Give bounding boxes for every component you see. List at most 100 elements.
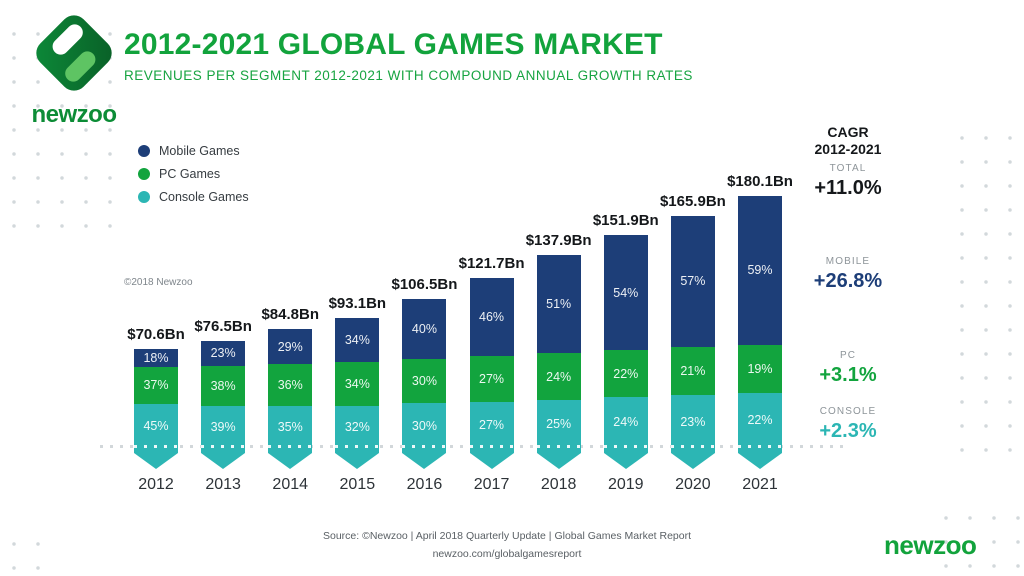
bar-arrow-stub [268,448,313,453]
segment-percent-label: 22% [613,366,639,381]
segment-percent-label: 45% [143,418,169,433]
segment-percent-label: 37% [143,378,169,393]
bar-total-label: $76.5Bn [194,317,252,335]
axis-label-year: 2015 [339,476,376,493]
segment-percent-label: 24% [613,415,639,430]
bar-baseline-dots [469,445,514,448]
bar-stack: 29% 36% 35% [268,329,313,448]
segment-percent-label: 24% [546,369,572,384]
segment-percent-label: 34% [344,332,370,347]
cagr-entry-console: CONSOLE +2.3% [796,406,900,443]
bar-baseline-dots [536,445,581,448]
segment-percent-label: 19% [747,361,773,376]
bar-stack: 34% 34% 32% [335,317,380,448]
legend-item-label: PC Games [159,166,221,181]
bar-segment-console-games: 23% [670,395,715,448]
bar-stack: 51% 24% 25% [536,254,581,448]
bar-column-2012: $70.6Bn 18% 37% 45% 2012 [127,170,185,493]
axis-label-year: 2014 [272,476,309,493]
legend-item-pc-games: PC Games [138,162,249,185]
legend-item-label: Mobile Games [159,143,240,158]
bar-total-label: $70.6Bn [127,326,185,344]
page-subtitle: REVENUES PER SEGMENT 2012-2021 WITH COMP… [124,68,693,83]
bar-baseline-dots [670,445,715,448]
segment-percent-label: 57% [680,274,706,289]
segment-percent-label: 23% [680,414,706,429]
newzoo-logo-icon [36,15,112,91]
footer-source-line: Source: ©Newzoo | April 2018 Quarterly U… [322,530,692,542]
bar-segment-mobile-games: 29% [268,329,313,364]
segment-percent-label: 39% [210,420,236,435]
axis-label-year: 2012 [138,476,174,493]
segment-percent-label: 30% [411,373,437,388]
bar-total-label: $106.5Bn [391,275,458,293]
legend-swatch-icon [138,167,150,180]
bar-column-2019: $151.9Bn 54% 22% 24% 2019 [593,170,659,493]
segment-percent-label: 46% [479,309,505,324]
segment-percent-label: 32% [344,420,370,435]
bar-arrow-stub [536,448,581,453]
bar-arrow-tip [603,453,648,469]
bar-segment-pc-games: 36% [268,363,313,407]
bar-baseline-dots [335,445,380,448]
bar-total-label: $151.9Bn [592,212,659,230]
bar-arrow-tip [268,453,313,469]
bar-segment-mobile-games: 57% [670,215,715,347]
bar-segment-console-games: 45% [134,403,178,448]
bar-arrow-stub [738,448,782,453]
bar-segment-mobile-games: 18% [134,349,178,367]
bar-segment-console-games: 35% [268,406,313,448]
bar-segment-pc-games: 21% [670,346,715,396]
bar-segment-console-games: 25% [536,399,581,448]
legend-swatch-icon [138,190,150,203]
segment-percent-label: 22% [747,413,773,428]
bar-total-label: $84.8Bn [261,306,319,324]
bar-total-label: $165.9Bn [659,192,726,210]
cagr-entry-label: MOBILE [825,256,871,267]
bar-column-2021: $180.1Bn 59% 19% 22% 2021 [727,170,793,493]
bar-arrow-stub [134,448,178,453]
bar-arrow-tip [469,453,514,469]
bar-arrow-stub [603,448,648,453]
axis-label-year: 2021 [742,476,778,493]
cagr-entry-value: +3.1% [819,364,877,386]
segment-percent-label: 29% [277,339,303,354]
bar-segment-pc-games: 34% [335,362,380,407]
bar-segment-console-games: 39% [201,406,246,448]
bar-segment-mobile-games: 34% [335,317,380,362]
axis-label-year: 2013 [205,476,241,493]
bar-segment-pc-games: 24% [536,353,581,400]
cagr-heading-line2: 2012-2021 [814,141,882,157]
bar-segment-mobile-games: 51% [536,254,581,354]
bar-arrow-tip [134,453,178,469]
axis-label-year: 2017 [473,476,510,493]
dot-grid-right [950,126,1022,462]
cagr-entry-value: +11.0% [814,177,882,199]
bar-total-label: $180.1Bn [727,172,793,190]
cagr-panel: CAGR 2012-2021 TOTAL +11.0% MOBILE +26.8% PC… [796,124,900,442]
bar-stack: 46% 27% 27% [469,277,514,448]
axis-label-year: 2020 [675,476,711,493]
bar-segment-pc-games: 19% [738,344,782,393]
bar-arrow-stub [469,448,514,453]
segment-percent-label: 18% [143,351,169,366]
bar-arrow-tip [402,453,447,469]
axis-label-year: 2019 [607,476,644,493]
segment-percent-label: 34% [344,377,370,392]
legend-item-mobile-games: Mobile Games [138,139,249,162]
segment-percent-label: 27% [479,417,505,432]
bar-column-2017: $121.7Bn 46% 27% 27% 2017 [459,170,525,493]
bar-segment-mobile-games: 54% [603,235,648,351]
bar-segment-pc-games: 38% [201,365,246,407]
cagr-entry-label: CONSOLE [819,406,877,417]
logo-wordmark: newzoo [31,101,118,128]
bar-column-2016: $106.5Bn 40% 30% 30% 2016 [392,170,458,493]
bar-arrow-stub [335,448,380,453]
bar-stack: 54% 22% 24% [603,235,648,448]
newzoo-logo: newzoo [26,8,122,129]
cagr-entry-total: TOTAL +11.0% [796,163,900,200]
cagr-entry-value: +2.3% [819,420,877,442]
dot-grid-bottom-right [934,506,1022,570]
bar-total-label: $121.7Bn [458,254,525,272]
